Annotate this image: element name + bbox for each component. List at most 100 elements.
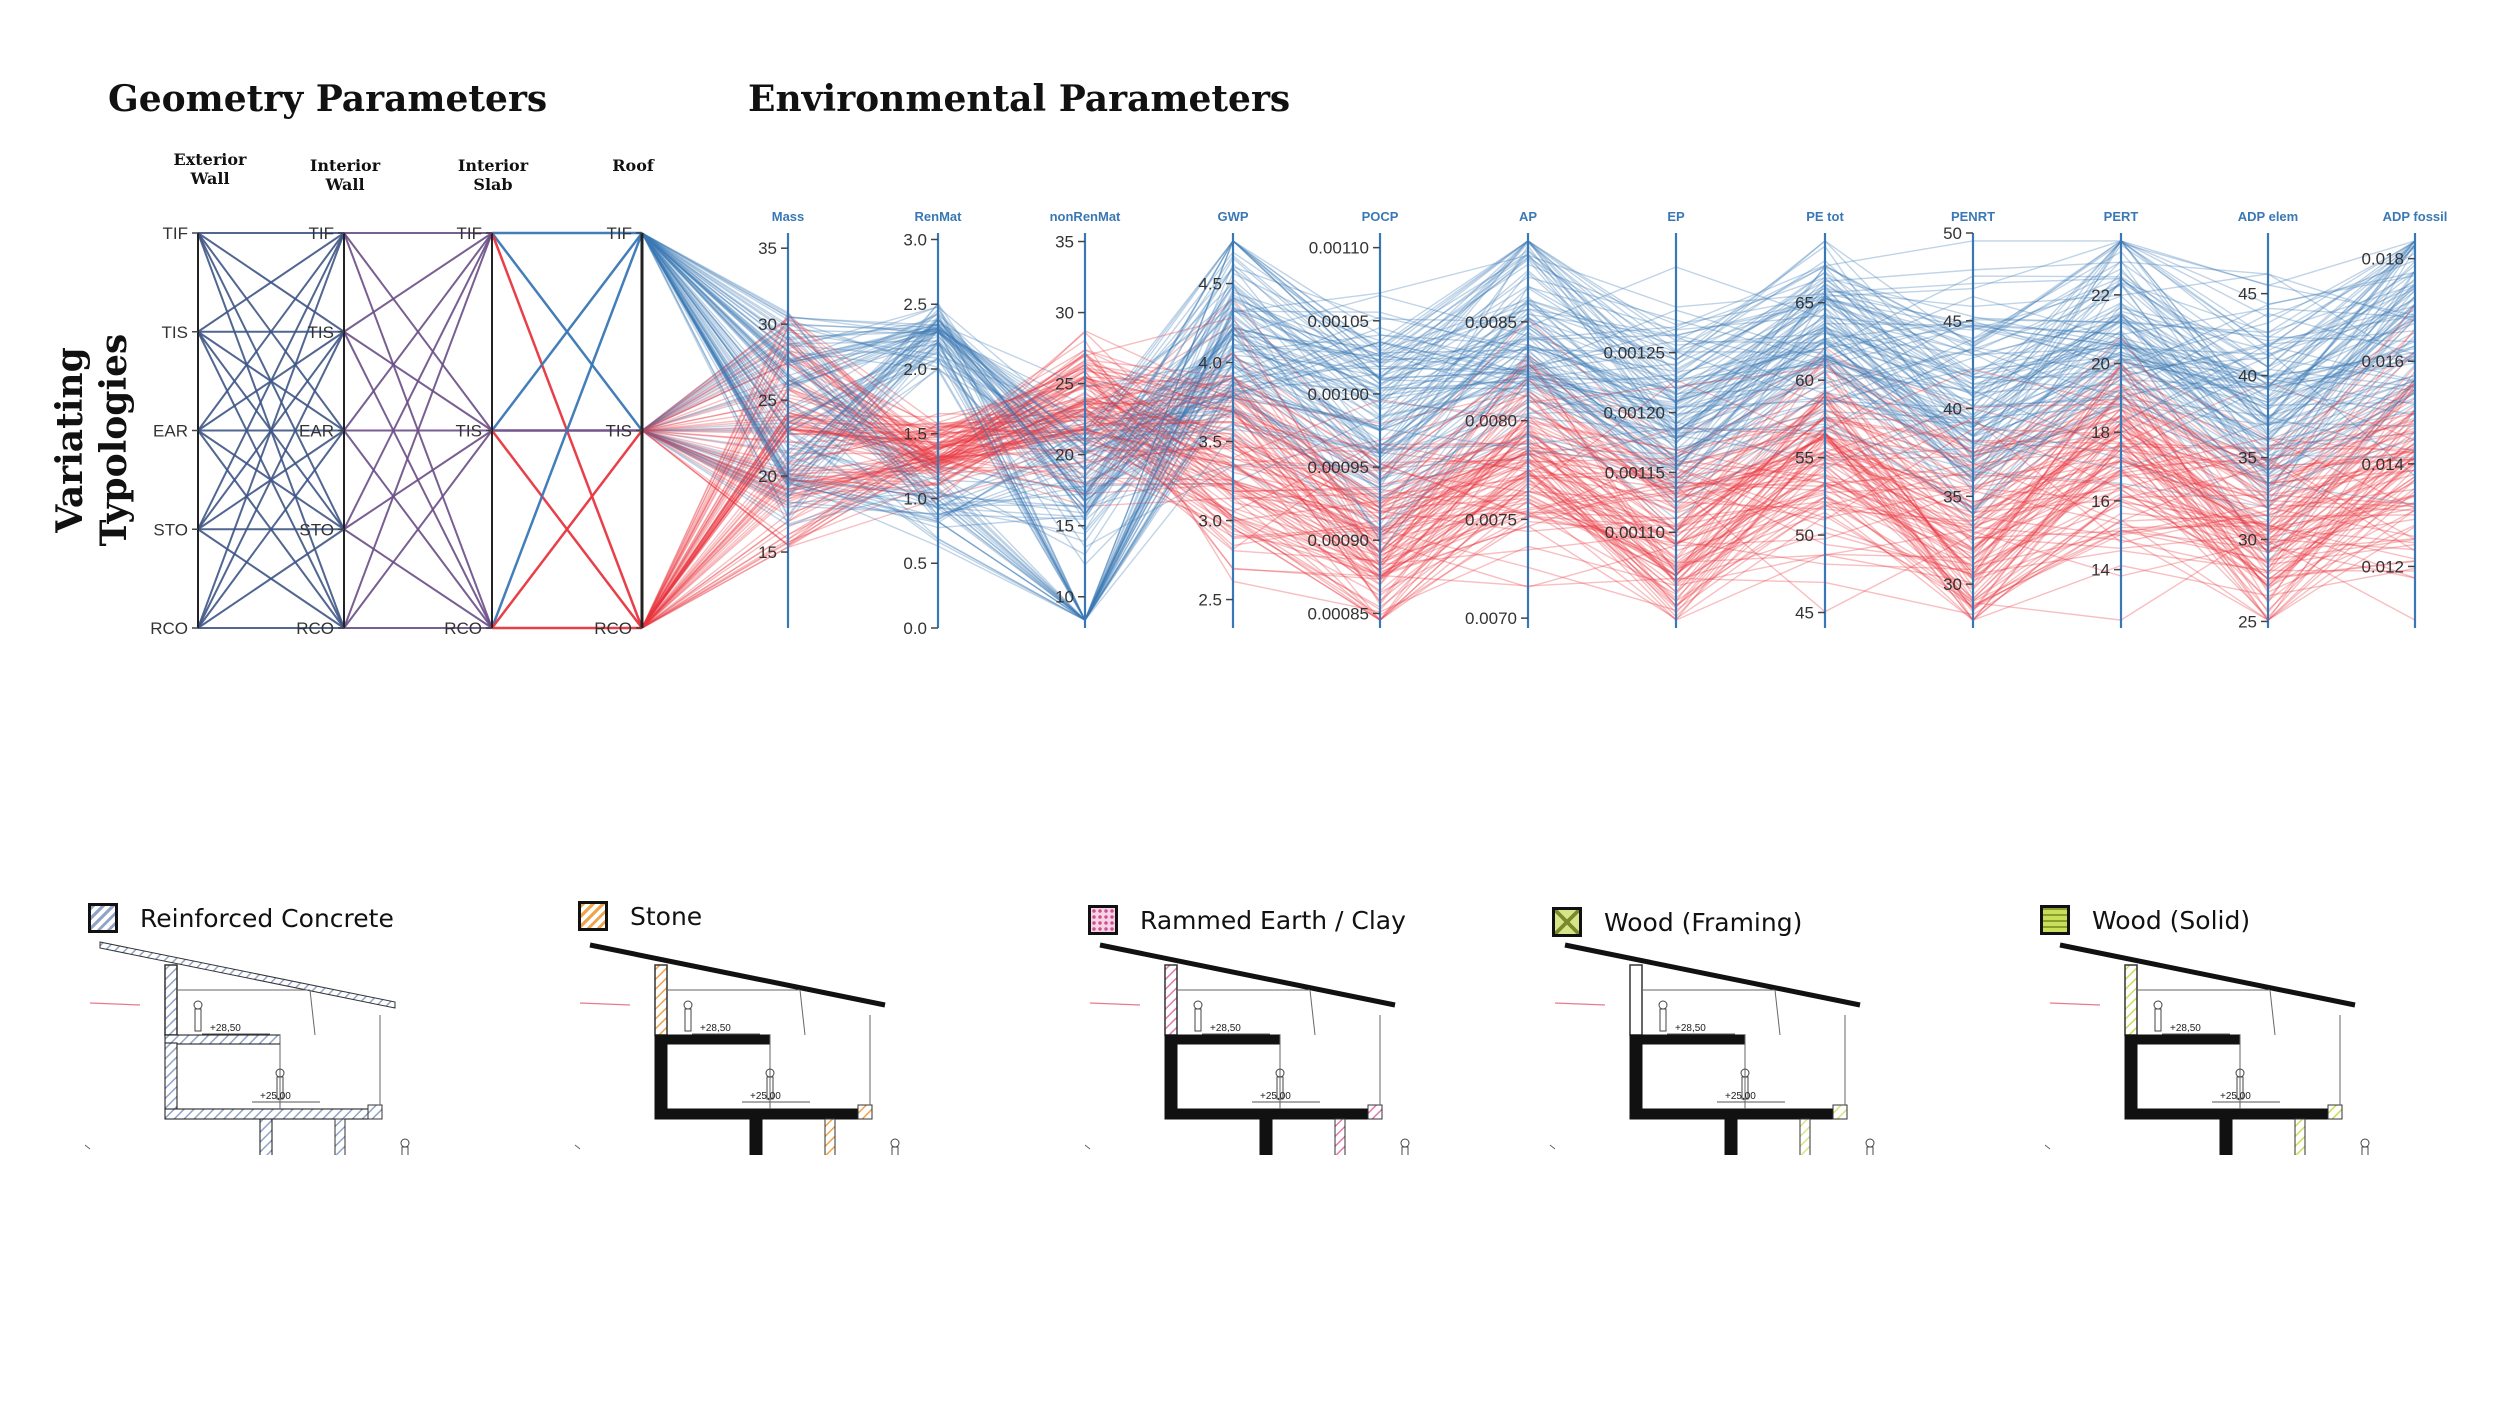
numeric-tick-label: 0.00105 — [1308, 312, 1369, 331]
category-tick-label: TIS — [308, 323, 334, 342]
environmental-title: Environmental Parameters — [748, 78, 1291, 120]
numeric-tick-label: 30 — [1943, 575, 1962, 594]
category-tick-label: TIF — [309, 224, 335, 243]
numeric-tick-label: 45 — [1943, 312, 1962, 331]
legend-label: Wood (Framing) — [1604, 907, 1803, 937]
numeric-tick-label: 25 — [2238, 612, 2257, 631]
upper-floor-slab — [1164, 1034, 1281, 1045]
numeric-tick-label: 40 — [2238, 367, 2257, 386]
slab-edge — [367, 1104, 383, 1120]
numeric-tick-label: 4.5 — [1198, 275, 1222, 294]
person-figure — [766, 1076, 774, 1100]
slab-edge — [1832, 1104, 1848, 1120]
category-tick-label: STO — [299, 520, 334, 539]
glazing-line — [2269, 989, 2276, 1036]
numeric-tick-label: 0.014 — [2361, 455, 2404, 474]
numeric-tick-label: 0.0 — [903, 619, 927, 638]
geo-link — [197, 232, 345, 530]
numeric-tick-label: 10 — [1055, 588, 1074, 607]
numeric-tick-label: 0.0070 — [1465, 609, 1517, 628]
geo-link — [491, 429, 643, 629]
numeric-tick-label: 18 — [2091, 423, 2110, 442]
numeric-tick-label: 0.00125 — [1604, 344, 1665, 363]
level-label: +25,00 — [1725, 1091, 1756, 1102]
numeric-tick-label: 30 — [2238, 530, 2257, 549]
guide-line — [1089, 1002, 1141, 1006]
axis-header-interior-wall: Interior Wall — [309, 156, 381, 194]
person-figure — [2154, 1008, 2162, 1032]
lower-retaining-wall — [749, 1118, 763, 1155]
numeric-tick-label: 0.00115 — [1605, 463, 1665, 482]
category-tick-label: TIF — [457, 224, 483, 243]
person-figure — [1658, 1000, 1668, 1010]
ground-line — [574, 1144, 581, 1150]
guide-line — [579, 1002, 631, 1006]
middle-floor-slab — [1164, 1108, 1376, 1120]
geo-link — [343, 232, 493, 333]
numeric-tick-label: 25 — [758, 391, 777, 410]
legend-item-earth: Rammed Earth / Clay — [1088, 900, 1406, 940]
geo-link — [197, 528, 345, 629]
numeric-axis-label: GWP — [1217, 209, 1248, 224]
glazing-line — [1774, 989, 1781, 1036]
numeric-tick-label: 30 — [1055, 304, 1074, 323]
person-figure — [1401, 1146, 1409, 1155]
earth-swatch — [1088, 905, 1118, 935]
numeric-axis-label: PE tot — [1806, 209, 1844, 224]
numeric-tick-label: 35 — [2238, 449, 2257, 468]
geo-link — [343, 232, 493, 629]
person-figure — [401, 1146, 409, 1155]
middle-floor-slab — [2124, 1108, 2336, 1120]
middle-floor-slab — [654, 1108, 866, 1120]
geo-link — [343, 429, 493, 531]
numeric-axis-label: Mass — [772, 209, 805, 224]
geo-link — [197, 232, 345, 629]
retaining-wall — [1629, 1042, 1643, 1114]
numeric-axis-label: ADP elem — [2238, 209, 2298, 224]
legend-item-concrete: Reinforced Concrete — [88, 898, 394, 938]
numeric-tick-label: 0.018 — [2361, 250, 2404, 269]
interior-wall — [334, 1118, 346, 1155]
geo-link — [197, 429, 345, 629]
numeric-axis-label: POCP — [1362, 209, 1399, 224]
lower-retaining-wall — [259, 1118, 273, 1155]
ground-line — [1084, 1144, 1091, 1150]
numeric-tick-label: 0.0075 — [1465, 510, 1517, 529]
numeric-tick-label: 50 — [1795, 526, 1814, 545]
lower-retaining-wall — [1724, 1118, 1738, 1155]
category-tick-label: TIS — [606, 422, 632, 441]
roof-slab — [2059, 942, 2356, 1008]
level-label: +28,50 — [210, 1023, 241, 1034]
category-tick-label: RCO — [444, 619, 482, 638]
level-label: +28,50 — [1675, 1023, 1706, 1034]
category-tick-label: TIF — [163, 224, 189, 243]
person-figure — [276, 1076, 284, 1100]
wood-solid-swatch — [2040, 905, 2070, 935]
person-figure — [1865, 1138, 1875, 1148]
legend-item-stone: Stone — [578, 896, 702, 936]
numeric-tick-label: 3.5 — [1198, 433, 1222, 452]
geo-link — [343, 429, 493, 629]
slab-edge — [2327, 1104, 2343, 1120]
section-drawing-concrete: +28,50+25,00+21,00 — [84, 941, 410, 1155]
legend-label: Reinforced Concrete — [140, 903, 394, 933]
numeric-tick-label: 0.0085 — [1465, 313, 1517, 332]
person-figure — [683, 1000, 693, 1010]
numeric-tick-label: 0.00110 — [1309, 239, 1369, 258]
category-tick-label: RCO — [150, 619, 188, 638]
geo-link — [197, 232, 345, 333]
numeric-tick-label: 4.0 — [1198, 354, 1222, 373]
geo-link — [491, 232, 643, 432]
category-tick-label: EAR — [299, 422, 334, 441]
numeric-tick-label: 35 — [758, 239, 777, 258]
person-figure — [1193, 1000, 1203, 1010]
numeric-tick-label: 3.0 — [1198, 512, 1222, 531]
legend-label: Rammed Earth / Clay — [1140, 905, 1406, 935]
geo-link — [197, 331, 345, 629]
numeric-axis-label: RenMat — [915, 209, 963, 224]
legend-item-wood-framing: Wood (Framing) — [1552, 902, 1802, 942]
person-figure — [194, 1008, 202, 1032]
numeric-tick-label: 25 — [1055, 375, 1074, 394]
concrete-swatch — [88, 903, 118, 933]
legend-label: Stone — [630, 901, 703, 931]
